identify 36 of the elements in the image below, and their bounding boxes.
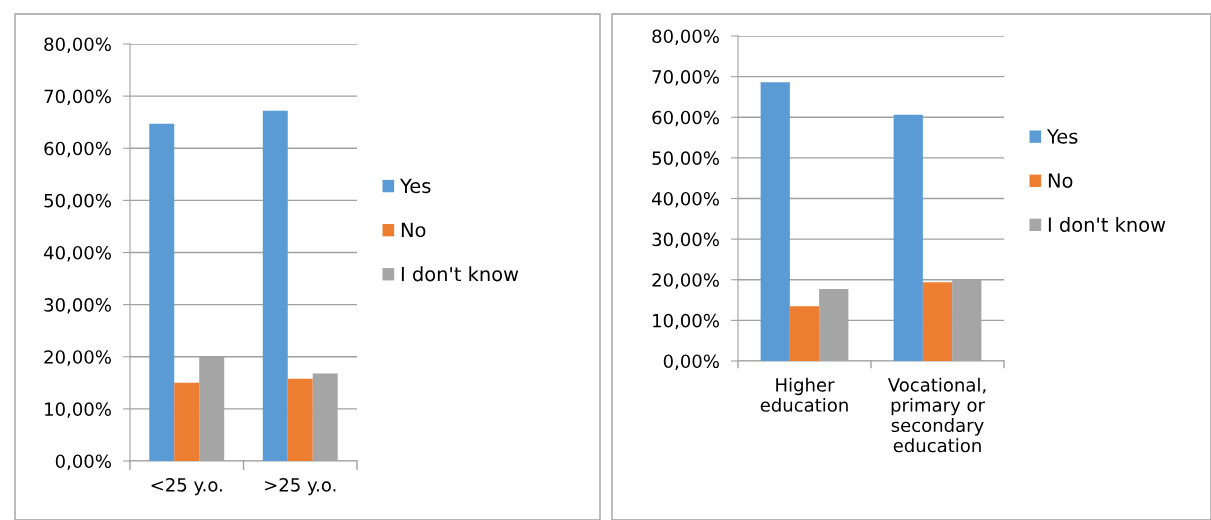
y-tick-label: 60,00% (652, 110, 719, 127)
x-tick-label: Higher education (760, 377, 848, 412)
bar (893, 114, 923, 361)
bar (760, 82, 790, 361)
y-tick-label: 60,00% (44, 141, 111, 158)
y-tick-label: 80,00% (652, 29, 719, 45)
y-tick-label: 40,00% (651, 191, 719, 208)
y-tick-label: 10,00% (653, 313, 719, 330)
y-tick-label: 40,00% (43, 245, 111, 262)
bar (262, 110, 288, 461)
legend-label: No (1048, 173, 1073, 188)
bar (922, 282, 953, 361)
bar (174, 382, 200, 461)
y-tick-label: 10,00% (45, 402, 111, 418)
legend-label: I don't know (1048, 216, 1166, 232)
x-tick-label: Vocational, primary or secondary education (887, 377, 986, 453)
y-tick-label: 80,00% (44, 37, 111, 53)
legend-label: Yes (1046, 129, 1078, 144)
y-tick-label: 70,00% (652, 70, 719, 86)
y-tick-label: 20,00% (44, 350, 111, 366)
bar (287, 378, 313, 461)
bar (149, 123, 175, 461)
legend-label: No (401, 222, 426, 238)
y-tick-label: 20,00% (652, 273, 719, 289)
y-tick-label: 0,00% (663, 354, 719, 370)
legend-label: I don't know (401, 266, 519, 282)
y-tick-label: 50,00% (44, 193, 111, 210)
legend-label: Yes (399, 178, 431, 194)
x-tick-label: >25 y.o. (265, 477, 336, 496)
bar (789, 306, 820, 361)
y-tick-label: 70,00% (44, 89, 111, 106)
y-tick-label: 30,00% (652, 232, 719, 249)
y-tick-label: 50,00% (652, 151, 719, 167)
x-tick-label: <25 y.o. (151, 477, 222, 496)
y-tick-label: 0,00% (55, 454, 111, 470)
y-tick-label: 30,00% (44, 298, 111, 314)
